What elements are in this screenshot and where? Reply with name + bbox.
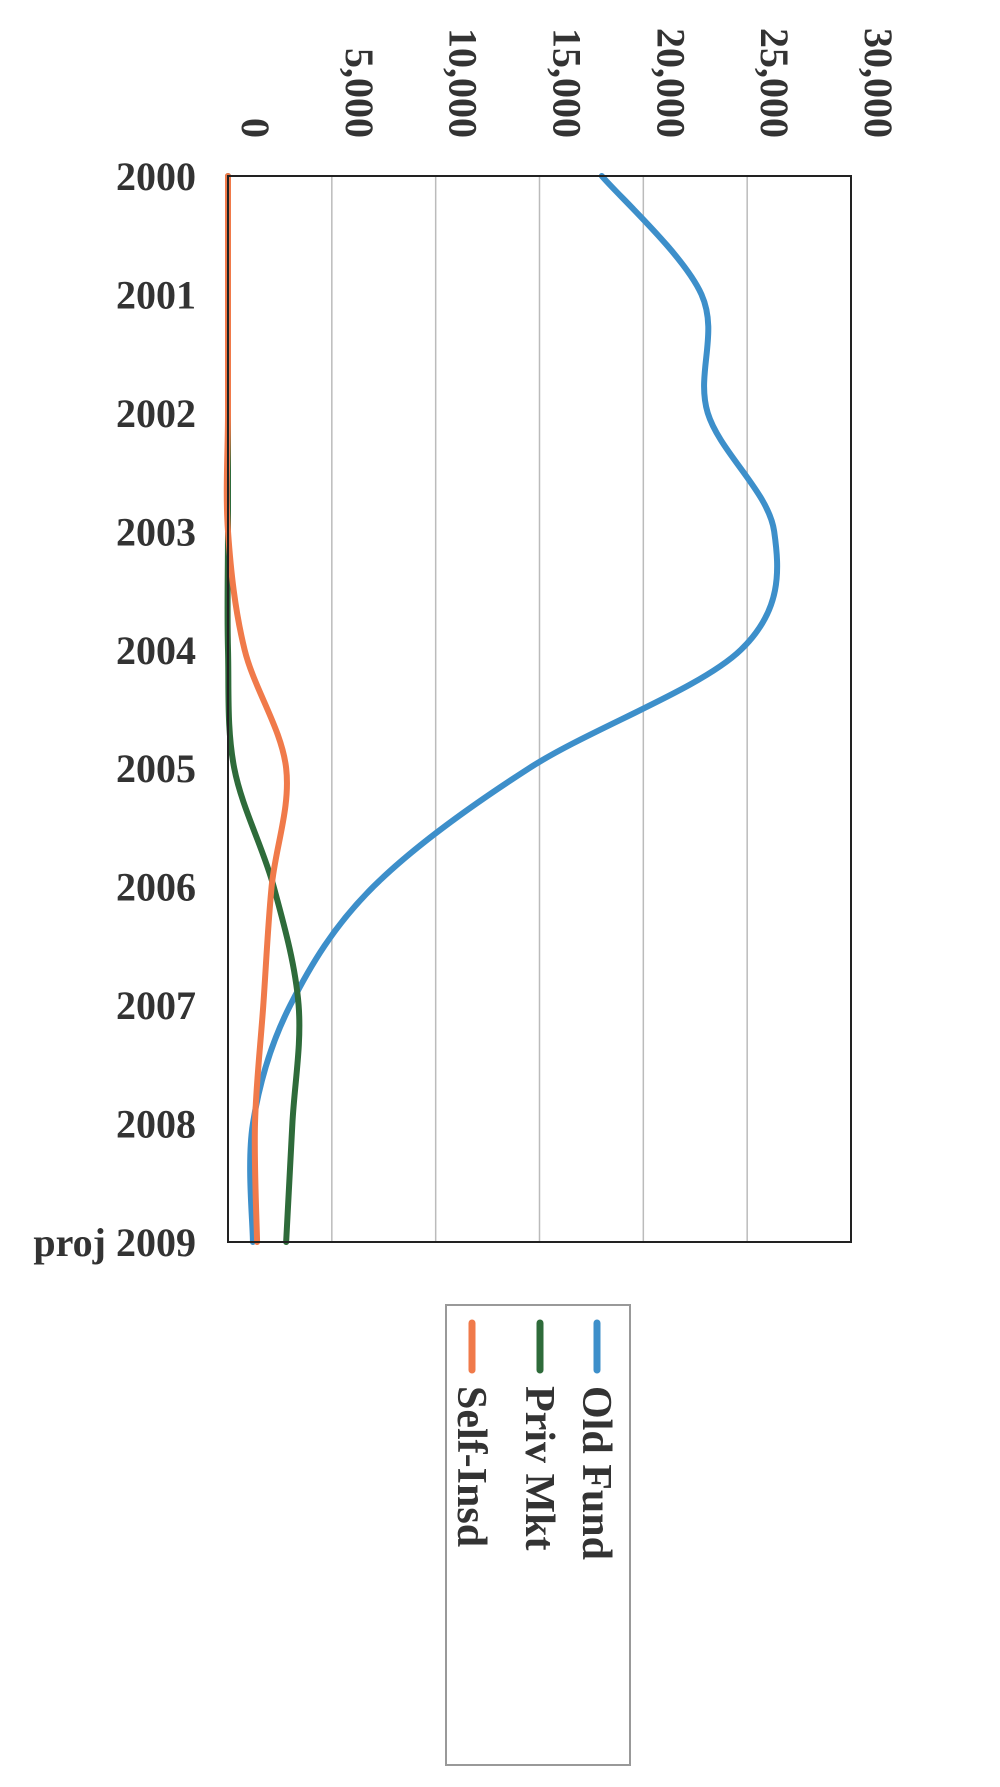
value-tick-label: 20,000: [648, 28, 693, 138]
legend-label: Priv Mkt: [516, 1386, 562, 1550]
series-line-old-fund: [247, 173, 781, 1245]
legend-label: Self-Insd: [448, 1386, 494, 1547]
category-tick-label: 2001: [116, 272, 196, 317]
legend-box: [445, 1304, 631, 1766]
value-tick-label: 10,000: [441, 28, 486, 138]
category-tick-label: 2005: [116, 746, 196, 791]
value-axis-ticks: 0 5,000 10,000 15,000 20,000 25,000 30,000: [233, 28, 901, 138]
series-line-self-insd: [223, 173, 290, 1245]
category-tick-label: 2006: [116, 865, 196, 910]
plot-frame: [227, 175, 852, 1243]
category-tick-label: 2007: [116, 983, 196, 1028]
category-tick-label: 2003: [116, 509, 196, 554]
category-axis-ticks: 2000 2001 2002 2003 2004 2005 2006 2007 2008 proj…: [33, 154, 196, 1265]
value-tick-label: 25,000: [752, 28, 797, 138]
value-tick-label: 0: [233, 118, 278, 138]
category-tick-label: 2002: [116, 391, 196, 436]
value-tick-label: 5,000: [337, 48, 382, 138]
grid-lines: [331, 176, 748, 1242]
category-tick-label: proj 2009: [33, 1220, 196, 1265]
value-tick-label: 15,000: [545, 28, 590, 138]
series-lines: [223, 173, 781, 1245]
legend-label: Old Fund: [573, 1386, 619, 1560]
category-tick-label: 2004: [116, 628, 196, 673]
category-tick-label: 2000: [116, 154, 196, 199]
category-tick-label: 2008: [116, 1102, 196, 1147]
value-tick-label: 30,000: [856, 28, 901, 138]
